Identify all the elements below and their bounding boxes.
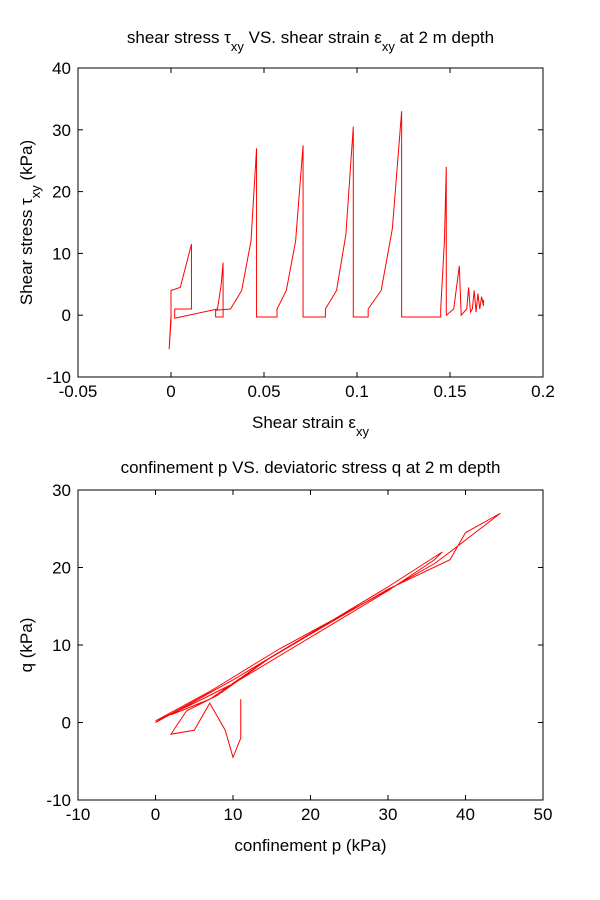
- x-tick-label: -10: [66, 805, 91, 824]
- text-part: VS. shear strain ε: [244, 28, 382, 47]
- x-tick-label: 0.05: [247, 382, 280, 401]
- y-tick-label: 0: [62, 306, 71, 325]
- plot-area: [77, 489, 544, 801]
- x-tick-label: 0.1: [345, 382, 369, 401]
- y-tick-label: 30: [52, 121, 71, 140]
- x-tick-label: 20: [301, 805, 320, 824]
- x-tick-label: 0: [166, 382, 175, 401]
- text-part: xy: [356, 424, 370, 439]
- text-part: confinement p VS. deviatoric stress q at…: [121, 458, 501, 477]
- y-tick-label: 0: [62, 714, 71, 733]
- text-part: Shear stress τ: [17, 198, 36, 305]
- y-tick-label: -10: [46, 368, 71, 387]
- x-axis-label: Shear strain εxy: [252, 413, 369, 439]
- text-part: xy: [231, 39, 245, 54]
- y-tick-label: 10: [52, 636, 71, 655]
- y-axis-label: q (kPa): [17, 618, 36, 673]
- text-part: q (kPa): [17, 618, 36, 673]
- x-tick-label: 0.2: [531, 382, 555, 401]
- chart-title: shear stress τxy VS. shear strain εxy at…: [127, 28, 494, 54]
- x-tick-label: 0: [151, 805, 160, 824]
- y-axis-label: Shear stress τxy (kPa): [17, 140, 43, 305]
- x-tick-label: 50: [534, 805, 553, 824]
- text-part: xy: [382, 39, 396, 54]
- data-line: [155, 512, 501, 759]
- y-tick-label: 30: [52, 481, 71, 500]
- text-part: xy: [28, 185, 43, 199]
- text-part: shear stress τ: [127, 28, 231, 47]
- text-part: confinement p (kPa): [234, 836, 386, 855]
- y-tick-label: 20: [52, 183, 71, 202]
- plot-area: [77, 67, 544, 378]
- x-tick-label: 30: [379, 805, 398, 824]
- x-tick-label: 40: [456, 805, 475, 824]
- x-tick-label: -0.05: [59, 382, 98, 401]
- chart-title: confinement p VS. deviatoric stress q at…: [121, 458, 501, 477]
- text-part: Shear strain ε: [252, 413, 356, 432]
- y-tick-label: 40: [52, 59, 71, 78]
- x-tick-label: 10: [224, 805, 243, 824]
- y-tick-label: 20: [52, 559, 71, 578]
- x-axis-label: confinement p (kPa): [234, 836, 386, 855]
- y-tick-label: 10: [52, 244, 71, 263]
- text-part: (kPa): [17, 140, 36, 185]
- text-part: at 2 m depth: [395, 28, 494, 47]
- x-tick-label: 0.15: [433, 382, 466, 401]
- y-tick-label: -10: [46, 791, 71, 810]
- data-line: [168, 111, 484, 350]
